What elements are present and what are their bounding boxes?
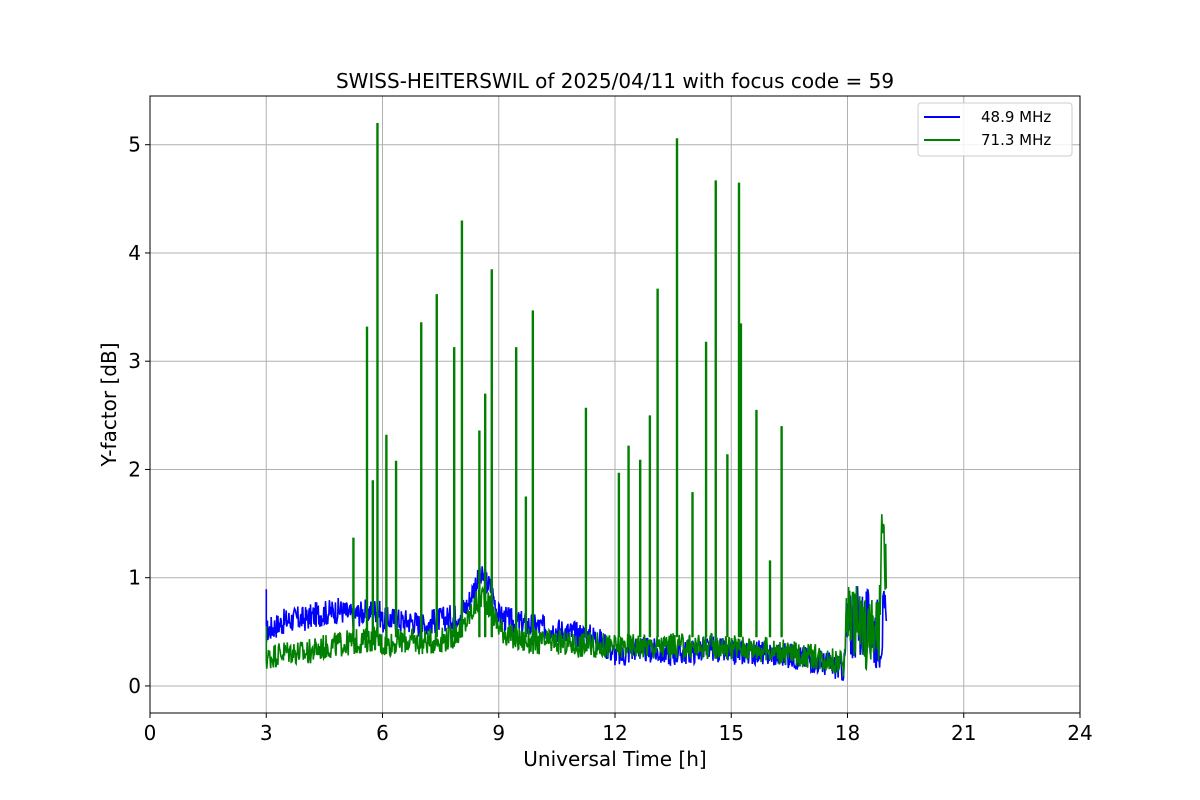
- y-tick-label: 3: [128, 349, 141, 373]
- y-tick-label: 1: [128, 566, 141, 590]
- y-axis-label: Y-factor [dB]: [97, 342, 121, 467]
- x-tick-label: 6: [376, 721, 389, 745]
- x-tick-label: 21: [951, 721, 976, 745]
- series-layer: [265, 123, 888, 681]
- legend: 48.9 MHz 71.3 MHz: [917, 102, 1073, 157]
- x-axis-label: Universal Time [h]: [523, 747, 706, 771]
- series-green-line: [265, 514, 888, 677]
- x-tick-label: 12: [602, 721, 627, 745]
- y-tick-label: 2: [128, 457, 141, 481]
- y-tick-label: 5: [128, 133, 141, 157]
- legend-label: 48.9 MHz: [981, 108, 1051, 126]
- legend-label: 71.3 MHz: [981, 131, 1051, 149]
- x-tick-label: 3: [260, 721, 273, 745]
- x-tick-label: 0: [144, 721, 157, 745]
- x-tick-label: 24: [1067, 721, 1092, 745]
- y-tick-label: 4: [128, 241, 141, 265]
- y-tick-label: 0: [128, 674, 141, 698]
- x-tick-label: 15: [719, 721, 744, 745]
- x-tick-label: 9: [492, 721, 505, 745]
- x-tick-label: 18: [835, 721, 860, 745]
- series-blue-line: [265, 566, 888, 681]
- chart-title: SWISS-HEITERSWIL of 2025/04/11 with focu…: [336, 69, 894, 93]
